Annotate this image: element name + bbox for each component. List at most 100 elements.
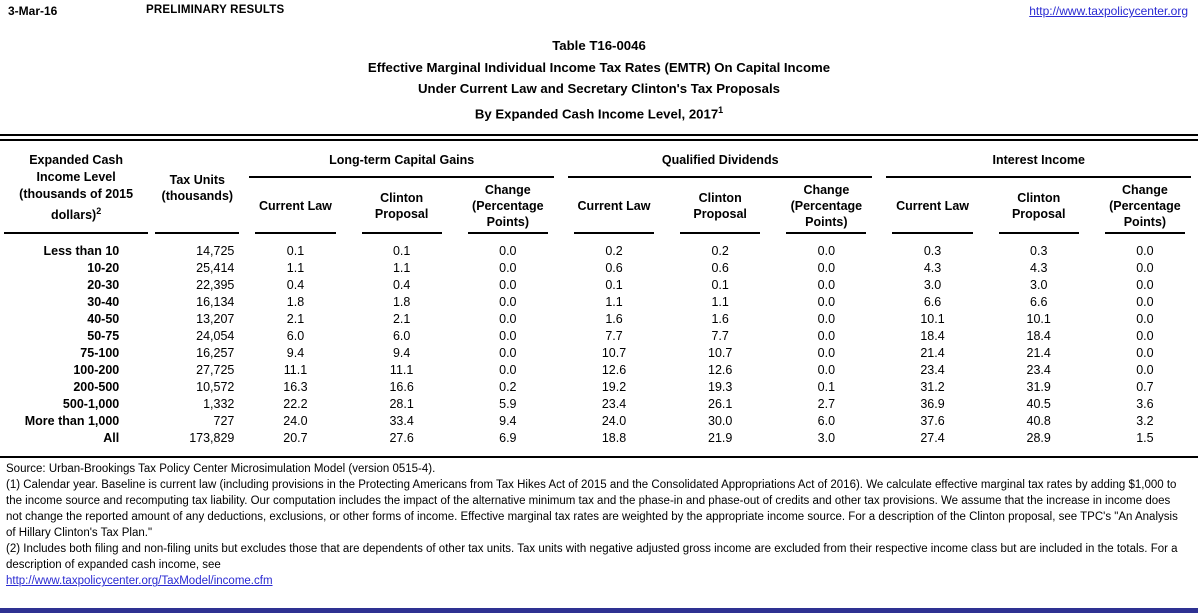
cell-ltcg-change: 6.9: [499, 431, 517, 446]
income-level-cell: All: [103, 431, 120, 446]
source-note: Source: Urban-Brookings Tax Policy Cente…: [6, 463, 436, 476]
cell-qd-change: 0.0: [817, 329, 836, 344]
cell-qd-current-law: 0.2: [605, 244, 623, 259]
cell-qd-clinton-proposal: 0.6: [711, 261, 729, 276]
income-level-cell: 10-20: [87, 261, 120, 276]
cell-qd-current-law: 10.7: [601, 346, 627, 361]
subheader-text: Change (Percentage Points): [472, 183, 544, 230]
income-level-cell: 20-30: [87, 278, 120, 293]
cell-qd-current-law: 1.1: [605, 295, 623, 310]
emtr-table: Expanded Cash Income Level (thousands of…: [0, 141, 1198, 447]
cell-ii-current-law: 4.3: [923, 261, 942, 276]
tax-units-cell: 25,414: [196, 261, 235, 276]
tax-units-cell: 727: [213, 414, 235, 429]
cell-qd-change: 0.0: [817, 312, 836, 327]
cell-ii-change: 0.0: [1136, 278, 1154, 293]
tax-units-cell: 13,207: [196, 312, 235, 327]
tax-units-header-text: Tax Units (thousands): [161, 172, 234, 203]
cell-ii-current-law: 27.4: [920, 431, 945, 446]
group-header-ltcg: Long-term Capital Gains: [242, 141, 561, 179]
cell-qd-change: 3.0: [817, 431, 836, 446]
cell-qd-current-law: 7.7: [605, 329, 623, 344]
table-row: All 173,829 20.7 27.6 6.9 18.8 21.9 3.0 27.4 28.9…: [0, 430, 1198, 447]
cell-qd-clinton-proposal: 0.2: [711, 244, 729, 259]
table-row: 30-40 16,134 1.8 1.8 0.0 1.1 1.1 0.0 6.6 6.6 0.0: [0, 294, 1198, 311]
table-top-double-rule: [0, 134, 1198, 142]
cell-ii-change: 1.5: [1136, 431, 1154, 446]
cell-ltcg-clinton-proposal: 28.1: [389, 397, 414, 412]
cell-ii-change: 3.2: [1136, 414, 1154, 429]
title-line-4: By Expanded Cash Income Level, 20171: [0, 100, 1198, 125]
tax-units-cell: 173,829: [189, 431, 235, 446]
cell-ltcg-clinton-proposal: 1.1: [392, 261, 411, 276]
title-footnote-marker: 1: [718, 104, 724, 115]
cell-ltcg-clinton-proposal: 6.0: [392, 329, 411, 344]
cell-ii-clinton-proposal: 23.4: [1026, 363, 1051, 378]
group-header-ii-text: Interest Income: [992, 152, 1085, 167]
date-label: 3-Mar-16: [8, 4, 58, 18]
cell-qd-clinton-proposal: 30.0: [708, 414, 733, 429]
table-row: 40-50 13,207 2.1 2.1 0.0 1.6 1.6 0.0 10.1 10.1 0.0: [0, 311, 1198, 328]
cell-qd-current-law: 18.8: [601, 431, 627, 446]
tax-units-cell: 16,134: [196, 295, 235, 310]
cell-qd-current-law: 12.6: [601, 363, 627, 378]
cell-ltcg-change: 0.0: [499, 278, 517, 293]
income-level-cell: 200-500: [73, 380, 120, 395]
income-level-cell: 75-100: [80, 346, 120, 361]
cell-ltcg-current-law: 20.7: [283, 431, 308, 446]
table-row: 75-100 16,257 9.4 9.4 0.0 10.7 10.7 0.0 21.4 21.4…: [0, 345, 1198, 362]
cell-ii-current-law: 36.9: [920, 397, 945, 412]
tax-units-column-header: Tax Units (thousands): [152, 141, 242, 235]
table-row: 200-500 10,572 16.3 16.6 0.2 19.2 19.3 0.1 31.2 3…: [0, 379, 1198, 396]
cell-ii-current-law: 37.6: [920, 414, 945, 429]
table-row: More than 1,000 727 24.0 33.4 9.4 24.0 30.0 6.0…: [0, 413, 1198, 430]
cell-qd-current-law: 0.6: [605, 261, 623, 276]
cell-ltcg-current-law: 0.4: [286, 278, 305, 293]
cell-qd-change: 0.0: [817, 278, 836, 293]
cell-ii-change: 3.6: [1136, 397, 1154, 412]
cell-ltcg-current-law: 9.4: [286, 346, 305, 361]
income-level-header-text: Expanded Cash Income Level (thousands of…: [19, 152, 134, 222]
cell-ltcg-clinton-proposal: 16.6: [389, 380, 414, 395]
cell-ltcg-clinton-proposal: 33.4: [389, 414, 414, 429]
cell-ii-change: 0.0: [1136, 363, 1154, 378]
cell-qd-change: 0.0: [817, 363, 836, 378]
cell-ii-current-law: 31.2: [920, 380, 945, 395]
cell-ii-change: 0.0: [1136, 261, 1154, 276]
group-header-row: Expanded Cash Income Level (thousands of…: [0, 141, 1198, 235]
cell-ii-current-law: 21.4: [920, 346, 945, 361]
subheader-ii-current-law: Current Law: [879, 178, 985, 235]
cell-ii-clinton-proposal: 28.9: [1026, 431, 1051, 446]
cell-ltcg-change: 0.0: [499, 363, 517, 378]
cell-ltcg-clinton-proposal: 11.1: [389, 363, 414, 378]
cell-ltcg-clinton-proposal: 0.1: [392, 244, 411, 259]
subheader-ltcg-change: Change (Percentage Points): [455, 178, 561, 235]
tax-units-cell: 14,725: [196, 244, 235, 259]
tax-units-cell: 27,725: [196, 363, 235, 378]
cell-ltcg-change: 0.0: [499, 346, 517, 361]
income-level-cell: More than 1,000: [24, 414, 120, 429]
income-definition-link[interactable]: http://www.taxpolicycenter.org/TaxModel/…: [6, 575, 273, 588]
cell-ii-current-law: 6.6: [923, 295, 942, 310]
cell-ii-clinton-proposal: 6.6: [1030, 295, 1048, 310]
cell-qd-clinton-proposal: 1.1: [711, 295, 729, 310]
cell-qd-clinton-proposal: 26.1: [708, 397, 733, 412]
cell-ltcg-current-law: 22.2: [283, 397, 308, 412]
page-top-bar: 3-Mar-16 PRELIMINARY RESULTS http://www.…: [0, 0, 1198, 18]
footnote-1: (1) Calendar year. Baseline is current l…: [6, 479, 1178, 540]
cell-qd-change: 0.1: [817, 380, 836, 395]
subheader-text: Clinton Proposal: [374, 191, 429, 222]
table-row: 20-30 22,395 0.4 0.4 0.0 0.1 0.1 0.0 3.0 3.0 0.0: [0, 277, 1198, 294]
preliminary-results-label: PRELIMINARY RESULTS: [146, 4, 285, 16]
table-row: 50-75 24,054 6.0 6.0 0.0 7.7 7.7 0.0 18.4 18.4 0.0: [0, 328, 1198, 345]
table-number-title: Table T16-0046: [552, 38, 646, 53]
footnote-2: (2) Includes both filing and non-filing …: [6, 543, 1178, 572]
cell-ii-clinton-proposal: 18.4: [1026, 329, 1051, 344]
cell-qd-clinton-proposal: 21.9: [708, 431, 733, 446]
tax-units-cell: 24,054: [196, 329, 235, 344]
cell-ii-change: 0.0: [1136, 295, 1154, 310]
cell-ltcg-current-law: 1.1: [286, 261, 305, 276]
cell-ltcg-current-law: 11.1: [283, 363, 308, 378]
tpc-home-link[interactable]: http://www.taxpolicycenter.org: [1029, 4, 1188, 18]
